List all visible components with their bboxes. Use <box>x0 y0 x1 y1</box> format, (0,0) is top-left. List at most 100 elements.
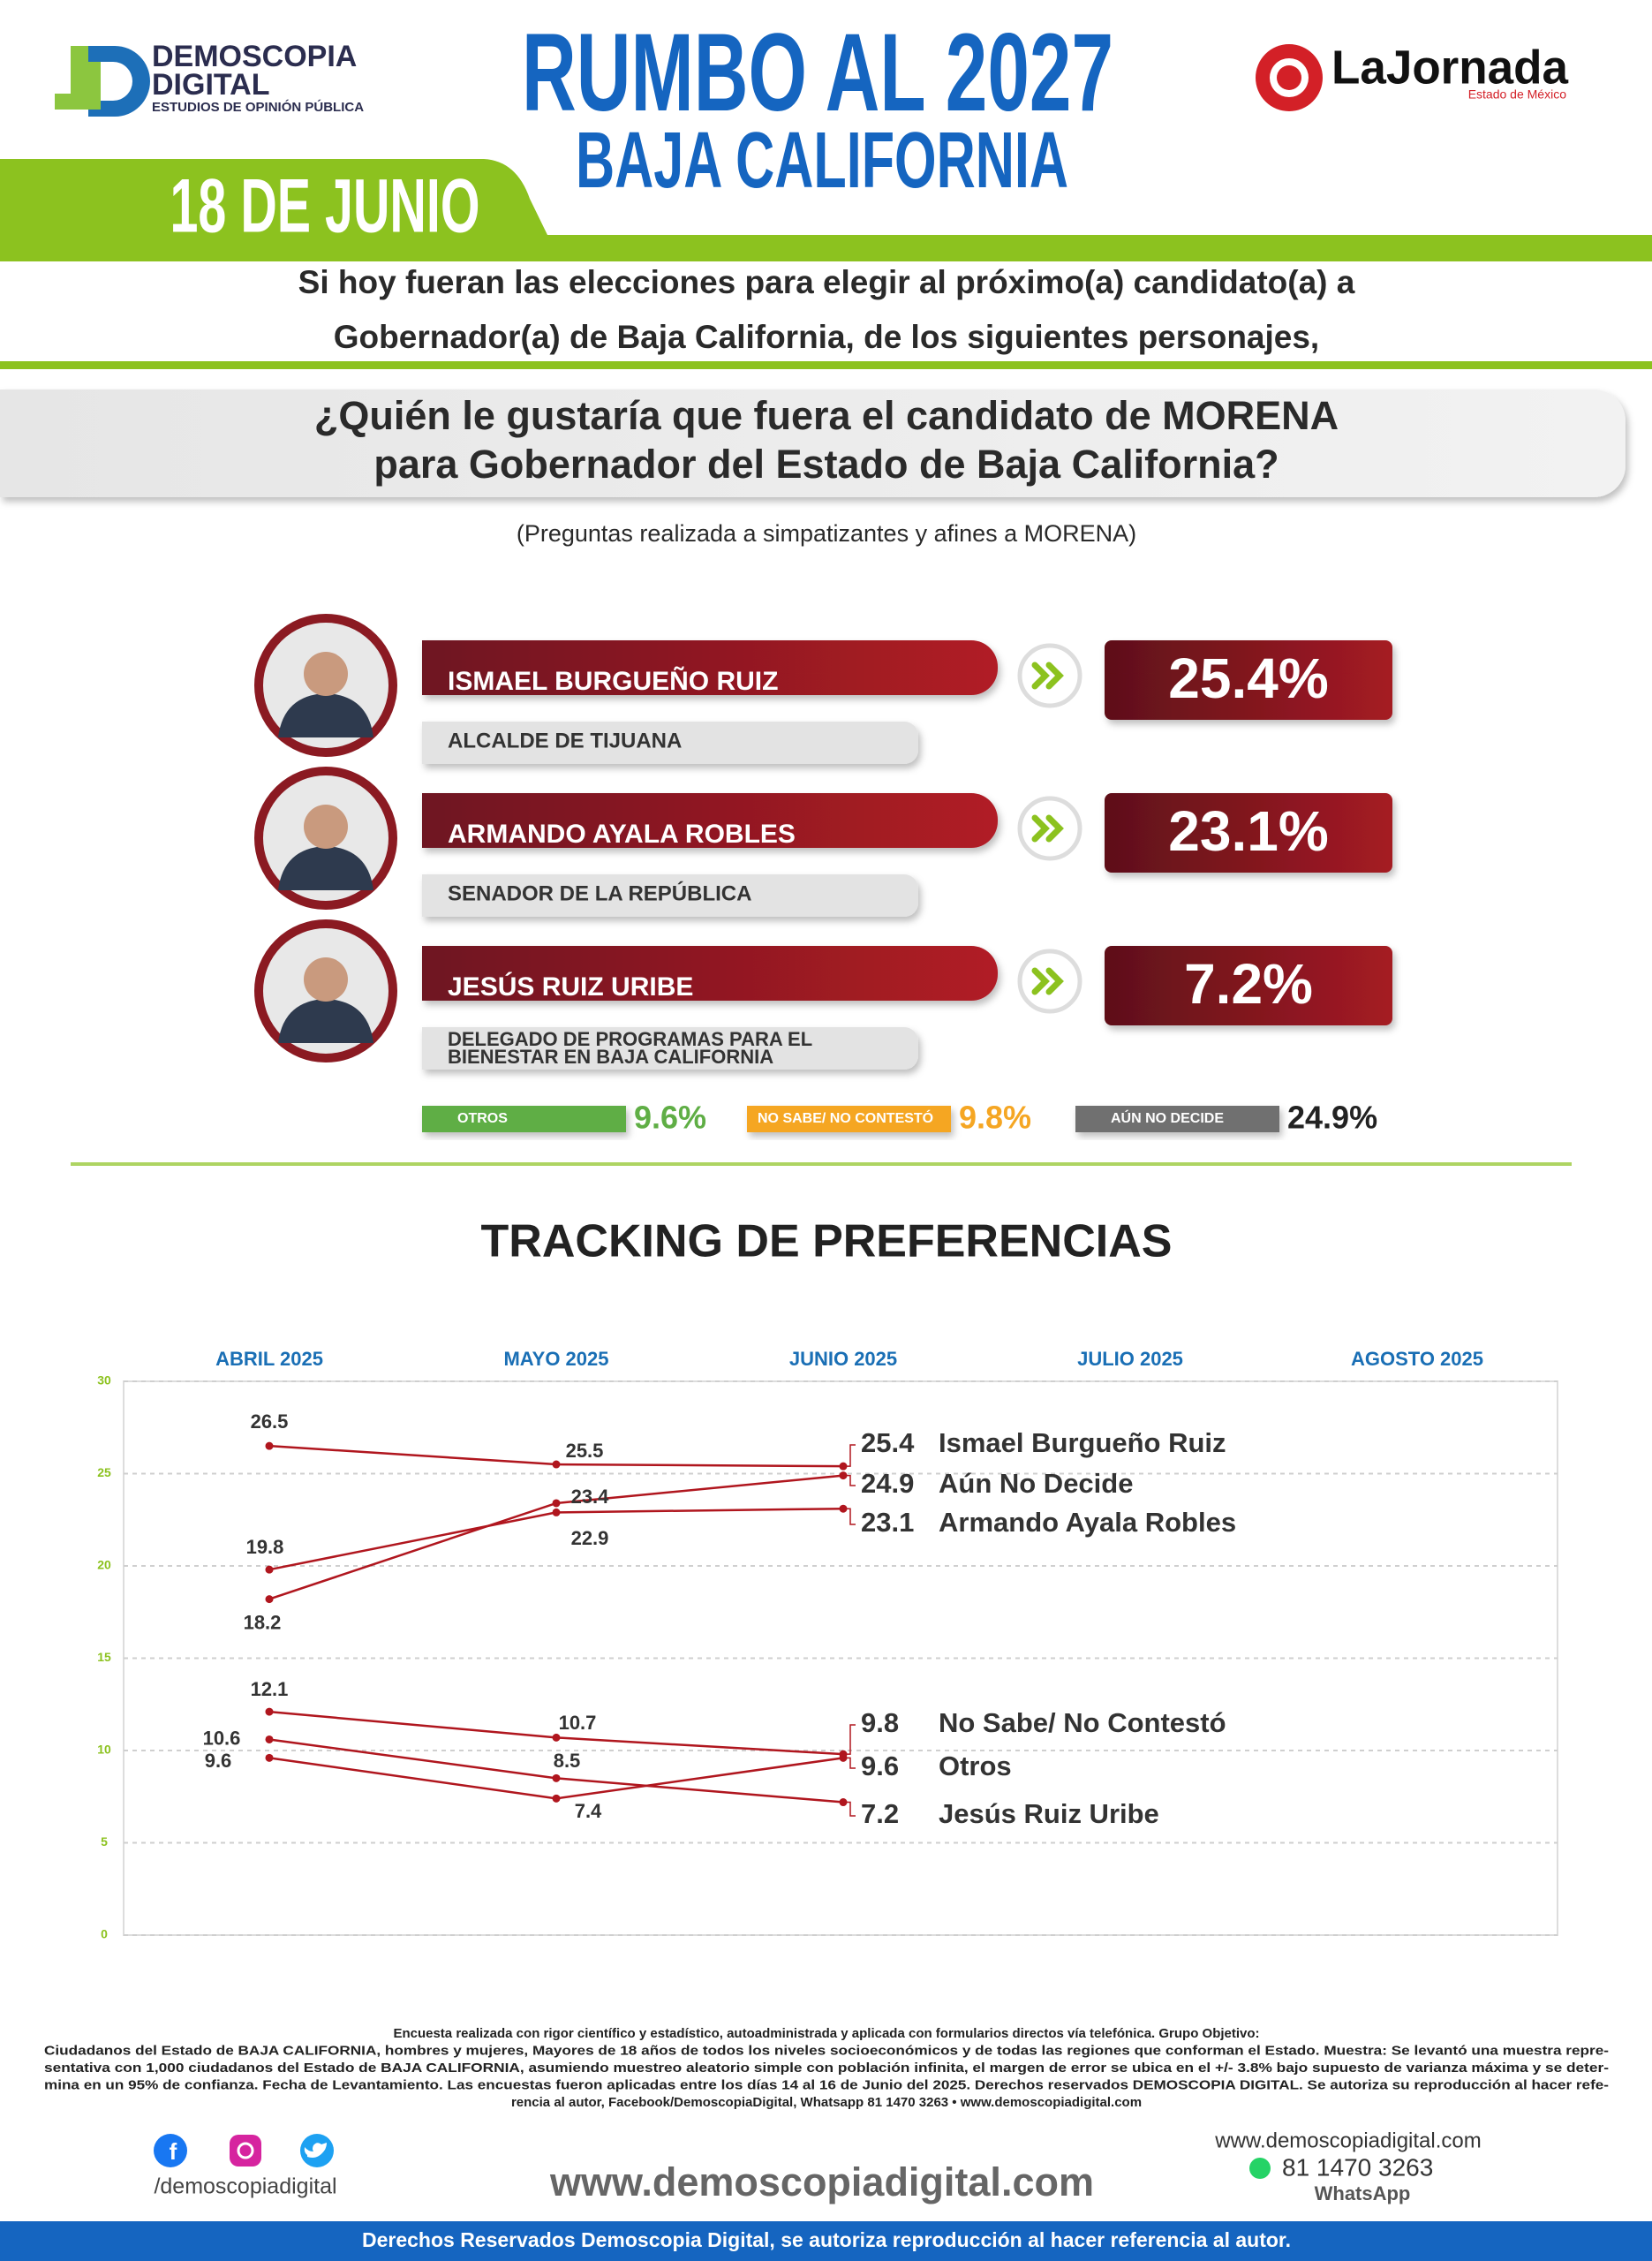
note: (Preguntas realizada a simpatizantes y a… <box>517 520 1136 547</box>
social-handle: /demoscopiadigital <box>154 2174 336 2199</box>
candidate-name: JESÚS RUIZ URIBE <box>448 972 693 1002</box>
point <box>265 1441 274 1450</box>
end-value: 7.2 <box>861 1798 899 1829</box>
others-share: 9.8% <box>959 1100 1031 1136</box>
data-label: 18.2 <box>244 1611 282 1633</box>
y-tick-label: 15 <box>97 1650 111 1664</box>
logo <box>55 46 150 117</box>
main-subtitle: BAJA CALIFORNIA <box>576 117 1068 205</box>
svg-text:f: f <box>170 2138 177 2165</box>
candidate-role: DELEGADO DE PROGRAMAS PARA EL <box>448 1028 812 1050</box>
divider <box>71 1162 1572 1166</box>
brand: DEMOSCOPIA <box>152 40 357 73</box>
data-label: 25.5 <box>566 1440 604 1462</box>
chevron <box>1031 662 1064 690</box>
name-bar <box>422 640 998 695</box>
others-label: AÚN NO DECIDE <box>1111 1109 1224 1126</box>
main-title: RUMBO AL 2027 <box>522 11 1113 134</box>
others-bar <box>747 1106 951 1132</box>
data-label: 10.6 <box>203 1727 241 1749</box>
photo <box>278 999 373 1043</box>
role-bar <box>422 722 918 764</box>
x-tick-label: JUNIO 2025 <box>789 1348 897 1370</box>
y-tick-label: 5 <box>101 1834 108 1849</box>
data-label: 26.5 <box>251 1410 289 1433</box>
candidate-role: BIENESTAR EN BAJA CALIFORNIA <box>448 1046 773 1068</box>
chevron <box>1031 814 1064 843</box>
leader-line <box>843 1801 856 1817</box>
photo <box>304 805 348 849</box>
question: para Gobernador del Estado de Baja Calif… <box>373 442 1279 487</box>
partner-sub: Estado de México <box>1468 87 1566 102</box>
question-box <box>0 389 1626 497</box>
website: www.demoscopiadigital.com <box>549 2159 1094 2204</box>
point <box>265 1735 274 1743</box>
chevron <box>1031 967 1064 995</box>
end-value: 23.1 <box>861 1507 914 1538</box>
point <box>552 1508 561 1516</box>
copyright-bar <box>0 2221 1652 2261</box>
x-tick-label: MAYO 2025 <box>503 1348 608 1370</box>
y-tick-label: 10 <box>97 1743 111 1757</box>
copyright: Derechos Reservados Demoscopia Digital, … <box>362 2228 1291 2251</box>
photo <box>278 693 373 737</box>
others-share: 24.9% <box>1287 1100 1377 1136</box>
data-label: 8.5 <box>554 1750 581 1772</box>
whatsapp-label: WhatsApp <box>1315 2182 1411 2204</box>
series-name: Otros <box>939 1751 1012 1781</box>
social-icons: f <box>154 2134 334 2167</box>
whatsapp-icon <box>1249 2158 1271 2179</box>
role-bar <box>422 874 918 917</box>
point <box>552 1733 561 1742</box>
series-line <box>268 1507 844 1571</box>
others-bar <box>1075 1106 1279 1132</box>
role-bar <box>422 1027 918 1070</box>
data-label: 12.1 <box>251 1678 289 1700</box>
question: ¿Quién le gustaría que fuera el candidat… <box>314 393 1339 438</box>
share-box <box>1105 640 1392 720</box>
candidate-role: ALCALDE DE TIJUANA <box>448 729 682 752</box>
chevron-circle <box>1017 796 1082 861</box>
name-bar <box>422 793 998 848</box>
point <box>552 1499 561 1508</box>
share-box <box>1105 946 1392 1025</box>
chart-title: TRACKING DE PREFERENCIAS <box>481 1216 1173 1267</box>
end-value: 24.9 <box>861 1468 914 1499</box>
series-line <box>268 1474 844 1600</box>
intro: Si hoy fueran las elecciones para elegir… <box>298 264 1355 300</box>
partner: LaJornada <box>1331 41 1569 94</box>
y-tick-label: 20 <box>97 1558 111 1572</box>
photo <box>304 957 348 1002</box>
candidate-share: 7.2% <box>1184 952 1313 1016</box>
point <box>265 1595 274 1604</box>
candidate-name: ISMAEL BURGUEÑO RUIZ <box>448 666 778 696</box>
point <box>552 1460 561 1469</box>
intro: Gobernador(a) de Baja California, de los… <box>334 319 1319 355</box>
methodology: sentativa con 1,000 ciudadanos del Estad… <box>44 2061 1609 2076</box>
series-name: Armando Ayala Robles <box>939 1507 1236 1538</box>
brand: DIGITAL <box>152 68 269 102</box>
point <box>265 1707 274 1716</box>
data-label: 9.6 <box>205 1750 232 1772</box>
leader-line <box>843 1444 856 1467</box>
end-value: 25.4 <box>861 1427 915 1458</box>
data-label: 7.4 <box>575 1800 602 1822</box>
candidate-role: SENADOR DE LA REPÚBLICA <box>448 881 751 905</box>
name-bar <box>422 946 998 1001</box>
partner-logo <box>1256 44 1323 111</box>
leader-line <box>843 1474 856 1486</box>
data-label: 22.9 <box>571 1527 609 1549</box>
candidate-share: 25.4% <box>1168 647 1328 710</box>
point <box>265 1753 274 1762</box>
date-band <box>0 159 1652 261</box>
point <box>552 1794 561 1803</box>
others-label: OTROS <box>457 1111 508 1126</box>
tagline: ESTUDIOS DE OPINIÓN PÚBLICA <box>152 99 364 115</box>
leader-line <box>843 1508 856 1525</box>
end-value: 9.8 <box>861 1707 899 1738</box>
y-tick-label: 30 <box>97 1373 111 1388</box>
end-value: 9.6 <box>861 1751 899 1781</box>
methodology: mina en un 95% de confianza. Fecha de Le… <box>44 2077 1609 2092</box>
leader-line <box>843 1724 856 1755</box>
